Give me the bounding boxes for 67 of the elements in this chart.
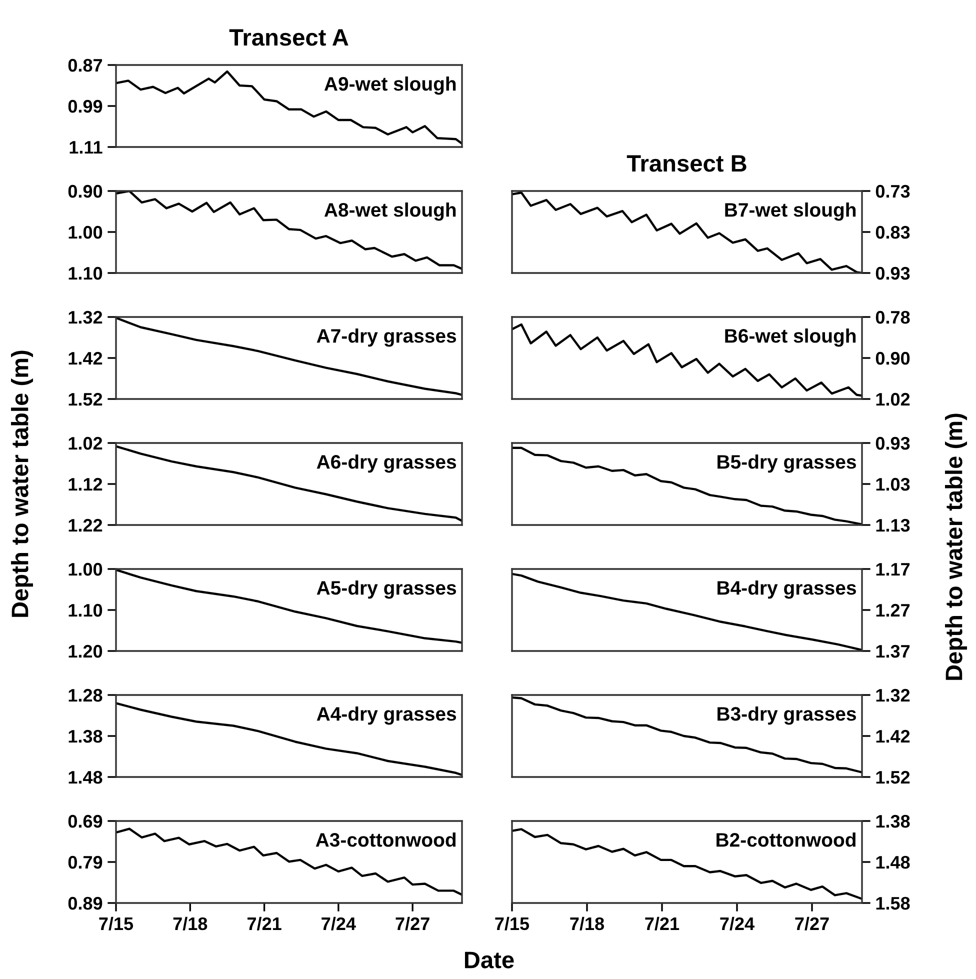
y-tick-label: 1.52 <box>68 392 102 406</box>
y2-tick-label: 1.32 <box>876 688 910 702</box>
x-tick-label: 7/21 <box>645 916 680 930</box>
y-tick-label: 1.42 <box>68 352 102 365</box>
chart-title: Transect B <box>626 155 746 172</box>
y-tick-label: 0.87 <box>68 58 102 72</box>
x-tick-label: 7/24 <box>322 916 356 930</box>
x-tick-label: 7/18 <box>173 916 208 930</box>
y-tick-label: 1.11 <box>70 141 102 154</box>
y2-tick-label: 1.58 <box>876 896 910 910</box>
y-tick-label: 1.10 <box>68 266 102 280</box>
annotation: B5-dry grasses <box>718 454 856 473</box>
y-tick-label: 0.69 <box>68 814 102 828</box>
x-tick-label: 7/15 <box>99 916 134 930</box>
y-tick-label: 1.20 <box>68 644 102 658</box>
annotation: B4-dry grasses <box>718 580 856 599</box>
y2-tick-label: 1.52 <box>876 770 910 784</box>
annotation: B7-wet slough <box>725 202 856 221</box>
y2-tick-label: 0.93 <box>876 436 910 450</box>
y2-tick-label: 1.37 <box>876 644 910 658</box>
y-tick-label: 1.22 <box>68 518 102 532</box>
annotation: A8-wet slough <box>324 202 456 221</box>
y2-tick-label: 1.03 <box>876 478 910 491</box>
y-tick-label: 0.79 <box>68 856 102 869</box>
y-tick-label: 1.32 <box>68 310 102 324</box>
x-tick-label: 7/24 <box>720 916 754 930</box>
y-tick-label: 1.28 <box>68 688 102 702</box>
y-tick-label: 1.02 <box>68 436 102 450</box>
y2-tick-label: 0.73 <box>876 184 910 198</box>
x-axis-title: Date <box>464 952 514 968</box>
y-tick-label: 0.99 <box>68 100 102 113</box>
y-tick-label: 1.38 <box>68 730 102 743</box>
annotation: B3-dry grasses <box>718 706 856 725</box>
y2-tick-label: 1.38 <box>876 814 910 828</box>
x-tick-label: 7/27 <box>396 916 430 930</box>
y2-tick-label: 1.13 <box>876 518 910 532</box>
y-axis-title: Depth to water table (m) <box>10 350 34 617</box>
annotation: A6-dry grasses <box>316 454 456 473</box>
y-tick-label: 1.00 <box>68 226 102 239</box>
y-tick-label: 1.10 <box>68 604 102 617</box>
y2-tick-label: 0.83 <box>876 226 910 239</box>
annotation: A5-dry grasses <box>316 580 456 599</box>
chart-title: Transect A <box>229 29 348 46</box>
y2-tick-label: 1.27 <box>876 604 910 617</box>
y-tick-label: 1.00 <box>68 562 102 576</box>
x-tick-label: 7/21 <box>247 916 282 930</box>
annotation: A7-dry grasses <box>316 328 456 347</box>
y2-tick-label: 1.42 <box>876 730 910 743</box>
annotation: A9-wet slough <box>324 76 456 95</box>
annotation: B2-cottonwood <box>716 832 856 847</box>
y2-tick-label: 1.48 <box>876 856 910 869</box>
y2-tick-label: 0.78 <box>876 310 910 324</box>
y2-tick-label: 1.17 <box>876 563 910 576</box>
annotation: A4-dry grasses <box>316 706 456 725</box>
y-tick-label: 0.89 <box>68 896 102 910</box>
y2-tick-label: 0.90 <box>876 352 910 365</box>
x-tick-label: 7/27 <box>795 916 829 930</box>
annotation: A3-cottonwood <box>316 832 456 847</box>
y2-tick-label: 1.02 <box>876 392 910 406</box>
y-tick-label: 0.90 <box>68 184 102 198</box>
y2-axis-title: Depth to water table (m) <box>944 414 968 680</box>
x-tick-label: 7/15 <box>495 916 530 930</box>
x-tick-label: 7/18 <box>570 916 604 930</box>
annotation: B6-wet slough <box>725 328 856 347</box>
y-tick-label: 1.48 <box>68 770 102 784</box>
y2-tick-label: 0.93 <box>876 266 910 280</box>
y-tick-label: 1.12 <box>68 478 102 491</box>
